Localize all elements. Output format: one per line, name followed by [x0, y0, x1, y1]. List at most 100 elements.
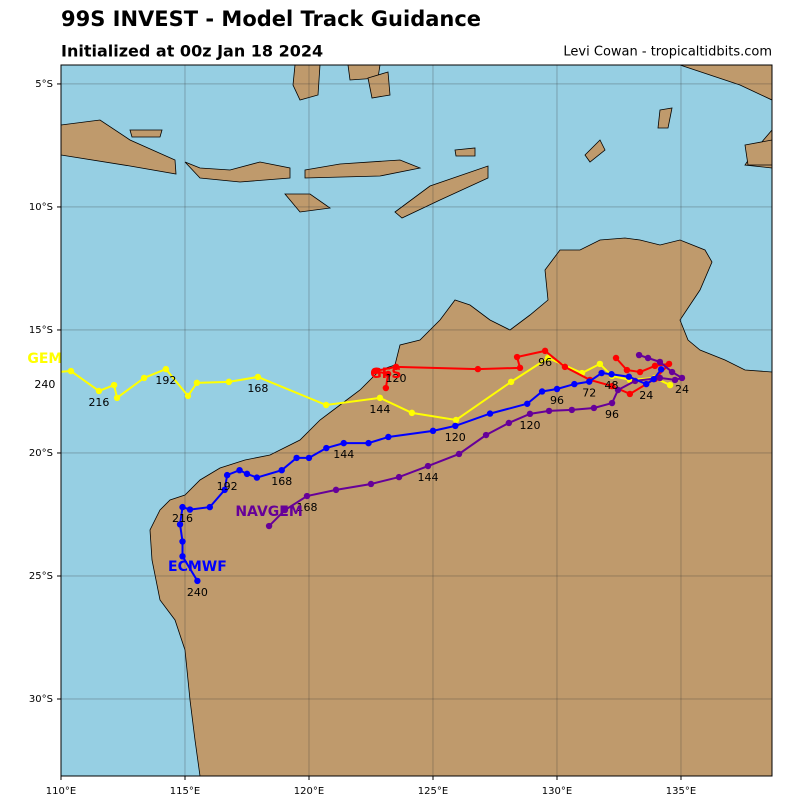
track-point [586, 378, 593, 385]
track-point [395, 473, 403, 481]
track-point [254, 373, 262, 381]
chart-subtitle: Initialized at 00z Jan 18 2024 [61, 42, 323, 61]
track-point [538, 388, 546, 395]
track-point [524, 400, 531, 407]
hour-label: 96 [605, 408, 619, 421]
hour-label: 144 [418, 471, 439, 484]
track-point [367, 480, 375, 488]
track-point [206, 503, 213, 511]
hour-label: 48 [605, 379, 619, 392]
track-point [625, 373, 633, 380]
track-point [186, 506, 194, 513]
track-point [507, 378, 515, 386]
track-point [382, 384, 390, 392]
y-tick-label: 15°S [29, 325, 53, 336]
track-point [486, 410, 494, 417]
hour-label: 192 [217, 480, 238, 493]
track-point [376, 394, 384, 402]
x-tick-label: 135°E [666, 786, 696, 797]
track-point [67, 367, 75, 375]
track-point [452, 422, 459, 430]
track-point [452, 416, 460, 424]
track-point [42, 370, 48, 376]
hour-label: 216 [88, 396, 109, 409]
x-tick-label: 115°E [170, 786, 200, 797]
track-point [612, 354, 620, 362]
track-point [193, 379, 201, 387]
track-point [236, 466, 243, 474]
track-point [598, 369, 605, 377]
track-point [590, 404, 598, 412]
track-point [544, 354, 552, 362]
track-point [650, 375, 657, 383]
track-point [184, 392, 192, 400]
track-point [656, 374, 664, 382]
labels: 110°E 115°E 120°E 125°E 130°E 135°E 5°S 10°S 15°… [27, 79, 696, 797]
track-point [221, 486, 228, 494]
track-point [636, 368, 644, 376]
track-point [194, 577, 201, 585]
track-point [340, 439, 347, 447]
track-point [526, 410, 534, 418]
hour-label: 216 [172, 512, 193, 525]
hour-label: 24 [639, 389, 653, 402]
track-point [408, 409, 416, 417]
track-point [332, 486, 340, 494]
track-point [293, 454, 300, 462]
hour-label: 120 [445, 431, 466, 444]
track-point [323, 444, 330, 452]
track-point [666, 381, 674, 389]
track-point [608, 371, 615, 378]
hour-label: 240 [187, 586, 208, 599]
track-point [671, 376, 679, 384]
track-point [253, 474, 261, 481]
chart-title: 99S INVEST - Model Track Guidance [61, 7, 481, 31]
track-point [424, 462, 432, 470]
track-point [385, 433, 392, 441]
hour-label: 24 [675, 383, 689, 396]
credit: Levi Cowan - tropicaltidbits.com [563, 45, 772, 60]
y-tick-label: 10°S [29, 202, 53, 213]
track-point [225, 378, 233, 386]
track-point [179, 553, 186, 560]
track-point [643, 380, 650, 388]
hour-label: 144 [369, 403, 390, 416]
track-point [179, 538, 186, 545]
y-tick-label: 30°S [29, 694, 53, 705]
track-point [365, 439, 372, 447]
hour-label: 96 [550, 394, 564, 407]
track-point [516, 364, 524, 372]
hour-label: 168 [271, 475, 292, 488]
tracks [42, 347, 686, 585]
track-name: ECMWF [168, 559, 227, 575]
track-point [596, 360, 604, 368]
track-point [635, 351, 643, 359]
track-point [305, 454, 313, 462]
track-point [474, 365, 482, 373]
track-name: GFS [370, 366, 401, 382]
track-point [95, 387, 103, 395]
hour-label: 120 [386, 372, 407, 385]
track-point [608, 399, 616, 407]
y-tick-label: 20°S [29, 448, 53, 459]
track-point [281, 506, 289, 514]
track-point [482, 431, 490, 439]
track-point [176, 521, 184, 528]
track-point [657, 366, 665, 373]
track-name: NAVGEM [235, 504, 302, 520]
track-point [384, 370, 392, 378]
hour-label: 240 [34, 378, 55, 391]
hour-label: 144 [333, 448, 354, 461]
track-point [678, 374, 686, 382]
track-point [392, 363, 400, 371]
track-point [140, 374, 148, 382]
track-point [626, 390, 634, 398]
track-point [455, 450, 463, 458]
track-point [429, 427, 437, 435]
track-point [162, 365, 170, 373]
track-point [545, 407, 553, 415]
plot-frame [60, 64, 773, 777]
x-tick-label: 120°E [294, 786, 324, 797]
track-point [265, 522, 273, 530]
